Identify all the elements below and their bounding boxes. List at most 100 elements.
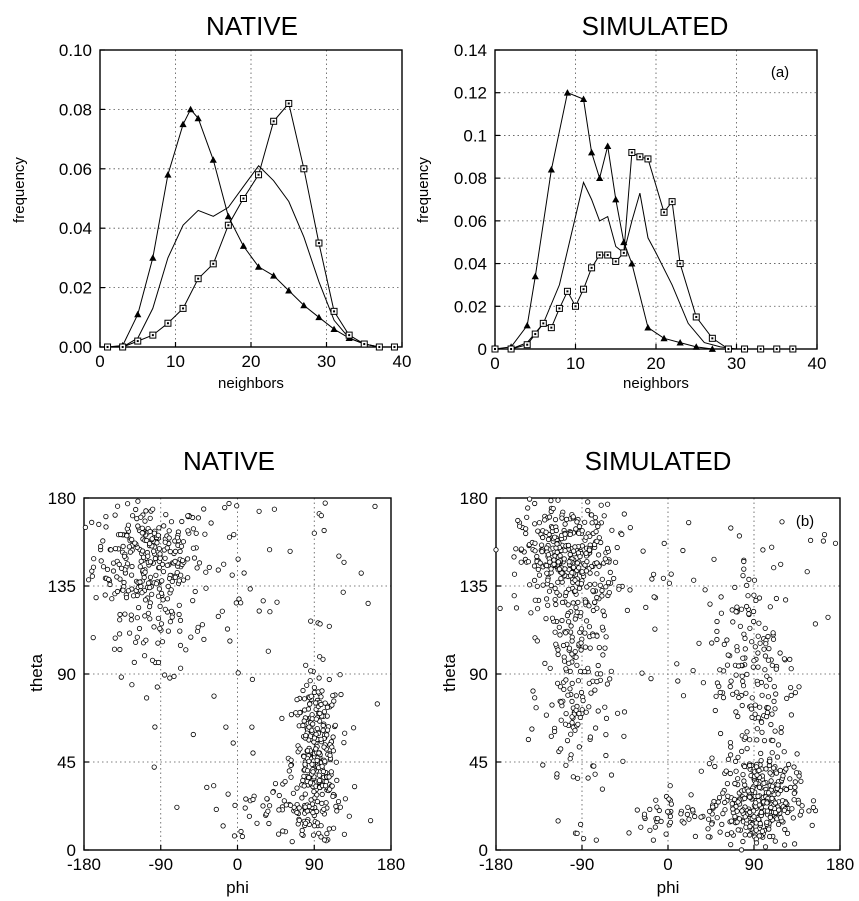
data-point <box>239 242 248 249</box>
data-point <box>607 676 613 682</box>
y-tick-label: 0.12 <box>454 84 487 103</box>
data-point <box>103 513 109 520</box>
data-point <box>769 783 776 789</box>
x-tick-label: 90 <box>745 855 764 874</box>
data-point <box>738 606 745 612</box>
data-point <box>752 711 758 717</box>
data-point <box>177 642 184 649</box>
data-point <box>150 506 156 512</box>
data-point <box>306 724 312 730</box>
data-point <box>215 613 221 620</box>
data-point <box>759 828 766 834</box>
y-tick-label: 0 <box>67 841 76 860</box>
data-point <box>147 540 153 547</box>
data-point <box>741 763 748 770</box>
data-point <box>680 547 686 554</box>
data-point <box>735 713 741 720</box>
data-point <box>144 537 150 544</box>
data-point <box>569 570 575 576</box>
data-point <box>260 598 266 604</box>
data-point <box>750 608 757 615</box>
data-point <box>562 531 568 537</box>
data-point <box>188 634 194 640</box>
data-point <box>565 619 572 625</box>
data-point <box>735 827 741 833</box>
data-point <box>320 656 326 662</box>
data-point <box>523 526 529 532</box>
y-axis-label: frequency <box>11 157 28 223</box>
data-point <box>264 796 270 802</box>
data-point <box>739 702 745 709</box>
data-point <box>302 791 308 797</box>
data-point <box>532 500 538 507</box>
data-point <box>531 272 539 280</box>
data-point <box>549 702 555 708</box>
data-point <box>231 531 237 538</box>
data-point <box>716 794 723 801</box>
data-point <box>304 808 310 814</box>
data-point <box>568 731 574 737</box>
data-point <box>365 600 371 607</box>
data-point <box>221 561 227 567</box>
data-point-center <box>242 197 245 200</box>
data-point <box>238 600 244 606</box>
data-point <box>620 758 626 764</box>
data-point <box>554 541 560 547</box>
y-tick-label: 0.02 <box>59 279 92 298</box>
data-point <box>596 174 604 182</box>
y-tick-label: 0.04 <box>59 219 92 238</box>
data-point-center <box>743 348 746 350</box>
data-point <box>558 717 564 723</box>
data-point <box>162 606 168 612</box>
data-point <box>731 796 738 803</box>
data-point <box>756 833 762 839</box>
data-point-center <box>534 333 537 336</box>
chart-title: SIMULATED <box>585 446 732 476</box>
data-point <box>332 722 338 728</box>
data-point <box>142 597 149 603</box>
data-point <box>749 714 755 721</box>
data-point <box>168 519 175 525</box>
data-point <box>658 818 664 825</box>
data-point <box>647 827 653 833</box>
data-point <box>572 648 578 655</box>
data-point <box>311 823 317 829</box>
data-point <box>260 803 266 809</box>
data-point <box>601 612 608 619</box>
data-point <box>569 720 575 726</box>
data-point <box>572 616 578 622</box>
data-point <box>709 755 715 761</box>
data-point <box>733 609 739 615</box>
data-point <box>609 527 615 533</box>
data-point <box>157 555 163 561</box>
data-point <box>547 665 553 671</box>
data-point <box>791 841 798 847</box>
data-point <box>577 821 584 828</box>
data-point <box>796 800 802 806</box>
scatter-points <box>82 498 380 845</box>
data-point <box>585 507 591 514</box>
data-point <box>167 619 173 625</box>
data-point <box>790 815 796 821</box>
data-point <box>788 712 795 718</box>
data-point <box>109 596 115 602</box>
data-point <box>160 568 167 575</box>
data-point <box>168 587 174 593</box>
data-point <box>317 654 323 660</box>
data-point <box>249 724 255 730</box>
data-point <box>604 545 611 552</box>
data-point <box>735 776 741 782</box>
data-point <box>203 569 209 575</box>
data-point <box>114 574 120 580</box>
data-point <box>603 584 609 590</box>
data-point <box>226 534 233 540</box>
data-point <box>582 630 588 636</box>
data-point <box>741 566 747 572</box>
data-point <box>606 589 612 596</box>
data-point <box>747 762 753 769</box>
data-point <box>765 657 772 663</box>
data-point <box>576 744 582 750</box>
data-point <box>143 508 149 514</box>
data-point <box>738 847 745 853</box>
data-point <box>727 770 733 777</box>
